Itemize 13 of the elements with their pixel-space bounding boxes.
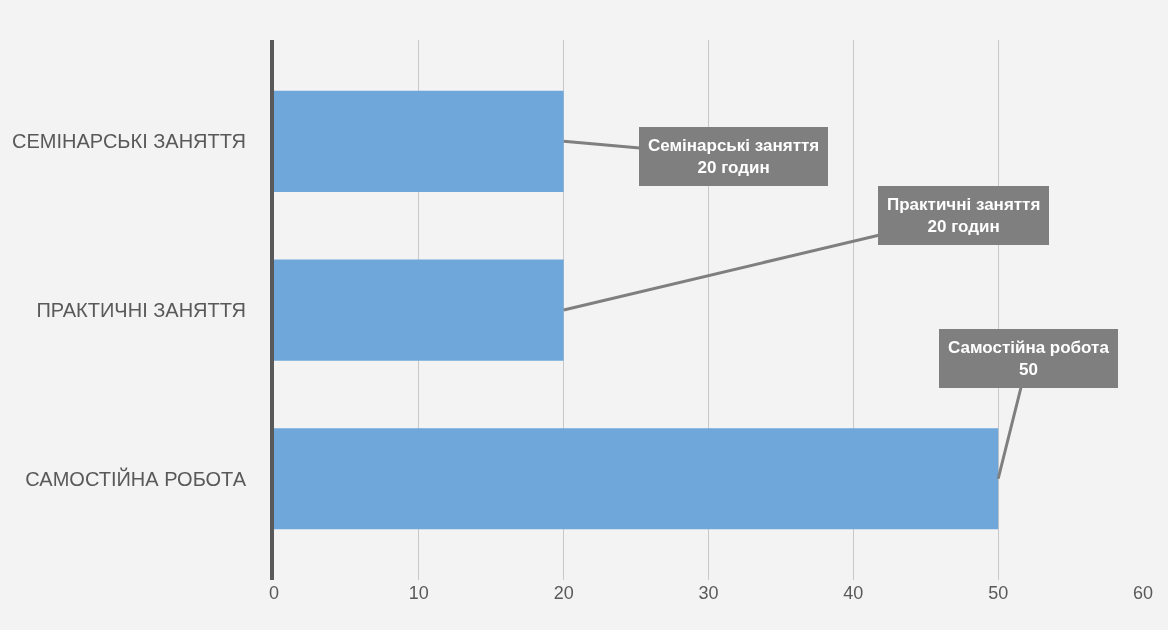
x-tick-label: 20 <box>553 583 574 603</box>
x-tick-label: 60 <box>1132 583 1154 603</box>
x-tick-label: 40 <box>843 583 864 603</box>
y-tick-label: СЕМІНАРСЬКІ ЗАНЯТТЯ <box>12 130 246 153</box>
y-tick-label: САМОСТІЙНА РОБОТА <box>25 466 247 490</box>
x-tick-label: 30 <box>698 583 719 603</box>
y-tick-label: ПРАКТИЧНІ ЗАНЯТТЯ <box>36 299 246 321</box>
data-label: Практичні заняття 20 годин <box>887 195 1041 237</box>
data-label: Семінарські заняття 20 годин <box>648 136 820 178</box>
x-tick-label: 0 <box>268 583 280 603</box>
x-tick-label: 10 <box>408 583 429 603</box>
x-tick-label: 50 <box>988 583 1009 603</box>
data-label: Самостійна робота 50 <box>948 338 1110 380</box>
